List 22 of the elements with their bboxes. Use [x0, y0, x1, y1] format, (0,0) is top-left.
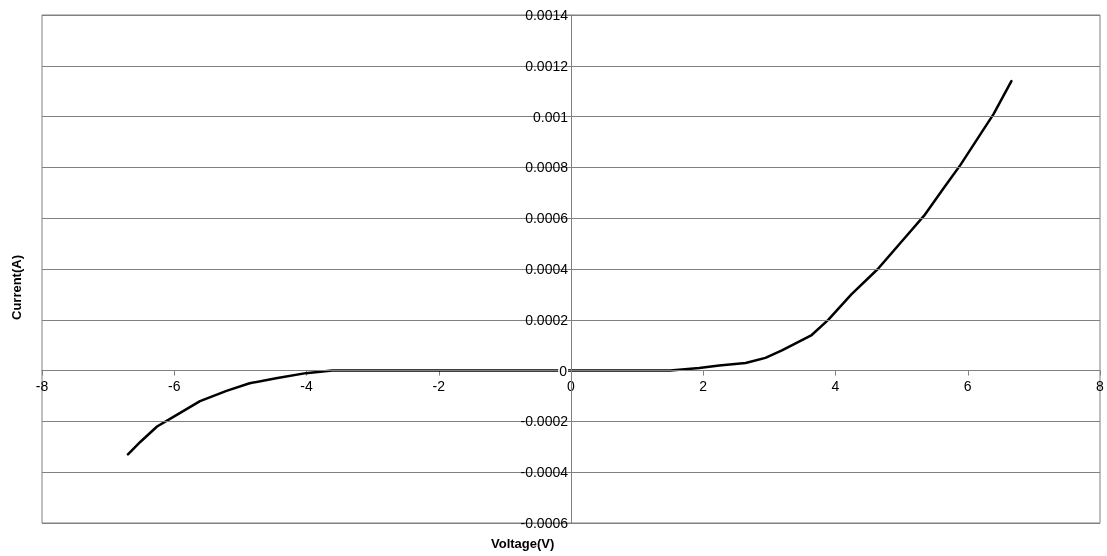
- y-tick-label: 0.001: [532, 108, 569, 125]
- x-tick-label: 4: [831, 377, 840, 394]
- x-tick-label: -8: [35, 377, 49, 394]
- x-axis-title: Voltage(V): [491, 536, 555, 551]
- y-tick-label: -0.0004: [520, 464, 569, 481]
- y-tick-label: 0.0014: [525, 7, 569, 23]
- y-axis-title: Current(A): [9, 255, 24, 320]
- x-tick-label: 2: [699, 377, 708, 394]
- x-tick-label: -4: [300, 377, 313, 394]
- x-tick-label: 6: [963, 377, 972, 394]
- y-tick-label: 0.0006: [525, 210, 569, 227]
- y-tick-label: 0: [559, 362, 568, 379]
- y-tick-label: -0.0006: [520, 515, 569, 531]
- x-tick-label: -2: [432, 377, 446, 394]
- y-tick-label: 0.0004: [525, 261, 569, 277]
- y-tick-label: 0.0002: [525, 311, 569, 328]
- y-tick-label: -0.0002: [520, 413, 569, 430]
- y-tick-label: 0.0008: [525, 159, 569, 176]
- x-tick-label: 8: [1096, 377, 1105, 394]
- x-tick-label: -6: [168, 377, 181, 394]
- y-tick-label: 0.0012: [525, 57, 569, 74]
- line-series: [126, 79, 1013, 456]
